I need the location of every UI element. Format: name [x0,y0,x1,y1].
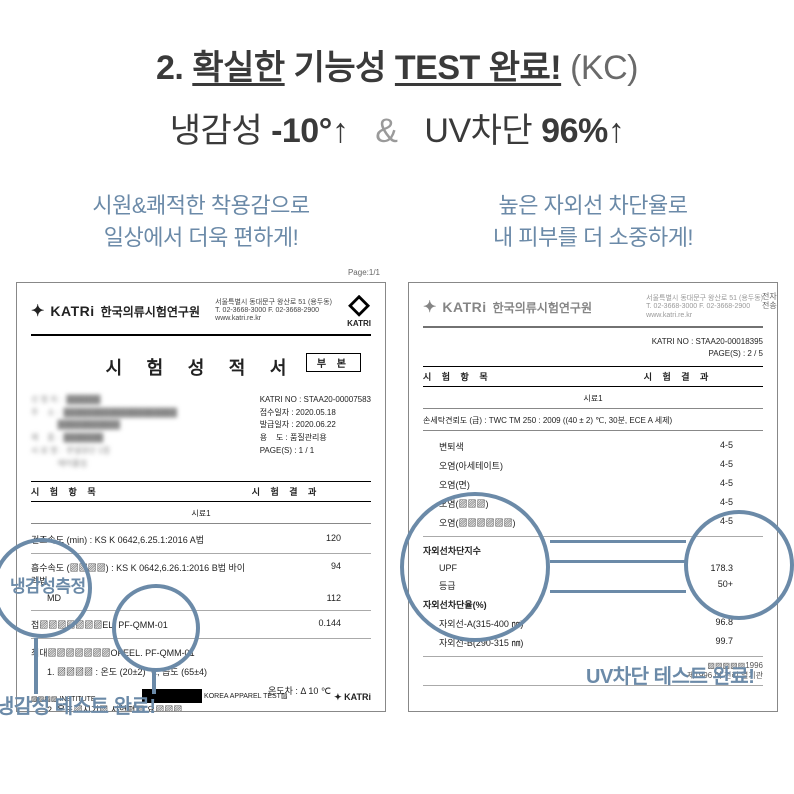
columns: 시원&쾌적한 착용감으로 일상에서 더욱 편하게! Page:1/1 ✦ KAT… [0,152,794,712]
metric2-label: UV차단 [424,112,532,150]
metric1-label: 냉감성 [170,112,262,150]
highlight-circle [112,584,200,672]
highlight-circle [684,510,794,620]
side-tab: 전자서 전송서 [762,293,778,311]
arrow-up-icon: ↑ [332,112,349,150]
katri-icon [348,295,370,317]
head-right: 시 험 결 과 [201,485,371,498]
right-column: 높은 자외선 차단율로 내 피부를 더 소중하게! 전자서 전송서 ✦ KATR… [402,190,784,712]
left-certificate: ✦ KATRi 한국의류시험연구원 서울특별시 동대문구 왕산로 51 (용두동… [16,282,386,712]
annot-caption: 냉감성 테스트 완료! [0,690,155,719]
katri-brand: KATRi [50,303,94,319]
right-subtext: 높은 자외선 차단율로 내 피부를 더 소중하게! [493,190,693,254]
head-right: 시 험 결 과 [593,370,763,383]
headline: 2. 확실한 기능성 TEST 완료! (KC) 냉감성 -10°↑ & UV차… [0,0,794,152]
head-left: 시 험 항 목 [31,485,201,498]
katri-address: 서울특별시 동대문구 왕산로 51 (용두동) T. 02-3668-3000 … [646,295,763,320]
doc-stamp: 부 본 [306,353,361,372]
katri-brand: KATRi [442,299,486,315]
method-row: 손세탁견뢰도 (급) : TWC TM 250 : 2009 ((40 ± 2)… [423,415,763,431]
katri-org: 한국의류시험연구원 [493,299,592,316]
annot-connector [550,560,686,563]
annot-connector [34,638,38,694]
headline-prefix: 2. [156,49,183,87]
katri-org: 한국의류시험연구원 [101,303,200,320]
doc-top-meta: KATRI NO : STAA20-00018395 PAGE(S) : 2 /… [423,336,763,360]
metric1-value: -10° [271,112,332,150]
left-sub-line2: 일상에서 더욱 편하게! [92,222,309,254]
annot-in-doc: 냉감성측정 [10,572,86,597]
annot-connector [550,590,686,593]
data-row: 1. ▨▨▨▨ : 온도 (20±2) ℃, 습도 (65±4) [31,662,371,681]
doc-meta: 신 청 자 : ██████ 주 소 : ███████████████████… [31,394,371,471]
doc-logo: ✦ KATRi 한국의류시험연구원 [423,297,592,317]
katri-mark: KATRI [347,295,371,328]
left-subtext: 시원&쾌적한 착용감으로 일상에서 더욱 편하게! [92,190,309,254]
headline-word1: 확실한 [192,49,284,87]
section-head: 시 험 항 목 시 험 결 과 [31,481,371,502]
doc-logo: ✦ KATRi 한국의류시험연구원 [31,301,200,321]
head-left: 시 험 항 목 [423,370,593,383]
right-sub-line1: 높은 자외선 차단율로 [493,190,693,222]
headline-word2: 기능성 [294,49,386,87]
headline-line2: 냉감성 -10°↑ & UV차단 96%↑ [0,103,794,152]
doc-header: ✦ KATRi 한국의류시험연구원 서울특별시 동대문구 왕산로 51 (용두동… [423,295,763,328]
data-row: 최대▨▨▨▨▨▨▨OFEEL. PF-QMM-01 [31,643,371,662]
ampersand: & [357,112,415,150]
data-row: 건조속도 (min) : KS K 0642,6.25.1:2016 A법 12… [31,530,371,549]
data-row: 오염(아세테이트)4-5 [423,456,763,475]
doc-meta-left: 신 청 자 : ██████ 주 소 : ███████████████████… [31,394,177,471]
annot-connector [550,540,686,543]
headline-line1: 2. 확실한 기능성 TEST 완료! (KC) [0,40,794,89]
data-row: 변퇴색4-5 [423,437,763,456]
page-number: Page:1/1 [348,268,380,277]
sample-row: 시료1 [31,508,371,524]
right-sub-line2: 내 피부를 더 소중하게! [493,222,693,254]
metric2-value: 96% [541,112,608,150]
headline-suffix: (KC) [570,49,638,87]
doc-meta-right: KATRI NO : STAA20-00007583 접수일자 : 2020.0… [260,394,371,471]
highlight-circle [400,492,550,642]
left-column: 시원&쾌적한 착용감으로 일상에서 더욱 편하게! Page:1/1 ✦ KAT… [10,190,392,712]
headline-word3: TEST 완료! [395,49,561,87]
sample-row: 시료1 [423,393,763,409]
left-sub-line1: 시원&쾌적한 착용감으로 [92,190,309,222]
left-doc-wrap: Page:1/1 ✦ KATRi 한국의류시험연구원 서울특별시 동대문구 왕산… [16,282,386,712]
doc-header: ✦ KATRi 한국의류시험연구원 서울특별시 동대문구 왕산로 51 (용두동… [31,295,371,336]
right-doc-wrap: 전자서 전송서 ✦ KATRi 한국의류시험연구원 서울특별시 동대문구 왕산로… [408,282,778,712]
section-head: 시 험 항 목 시 험 결 과 [423,366,763,387]
annot-caption: UV차단 테스트 완료! [586,660,754,689]
katri-address: 서울특별시 동대문구 왕산로 51 (용두동) T. 02-3668-3000 … [215,299,332,324]
arrow-up-icon: ↑ [608,112,625,150]
